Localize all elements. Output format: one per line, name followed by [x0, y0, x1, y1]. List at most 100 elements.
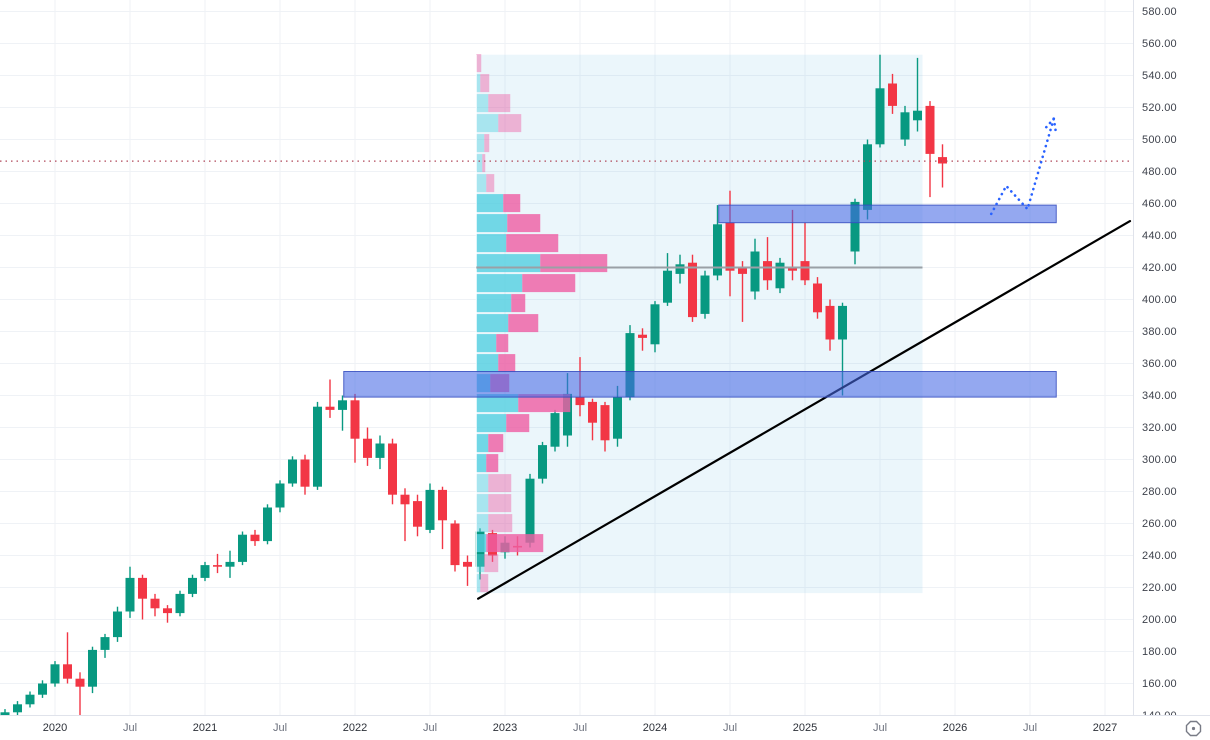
profile-buy-volume-bar — [476, 254, 541, 273]
profile-buy-volume-bar — [476, 134, 485, 153]
price-axis-label: 180.00 — [1142, 645, 1177, 658]
profile-buy-volume-bar — [476, 74, 481, 93]
profile-sell-volume-bar — [507, 214, 541, 233]
candle-body — [600, 405, 610, 441]
candle-body — [938, 157, 947, 164]
candle-body — [250, 534, 260, 542]
candle-body — [38, 683, 47, 695]
candle-body — [425, 489, 435, 530]
arrow-head-barb — [1052, 117, 1058, 134]
candle-body — [700, 275, 710, 314]
price-axis-label: 280.00 — [1142, 485, 1177, 498]
candle-body — [300, 459, 310, 487]
candle-body — [163, 608, 172, 614]
candle-body — [563, 393, 572, 436]
candle-body — [638, 334, 647, 338]
candle-body — [463, 561, 472, 567]
profile-buy-volume-bar — [476, 214, 508, 233]
profile-buy-volume-bar — [476, 314, 509, 333]
time-axis-label-year: 2021 — [192, 722, 218, 734]
candle-body — [100, 637, 110, 650]
candle-body — [913, 110, 922, 121]
candle-body — [663, 270, 672, 303]
candle-body — [650, 304, 660, 345]
candle-body — [75, 678, 85, 687]
profile-sell-volume-bar — [480, 74, 490, 93]
profile-buy-volume-bar — [476, 354, 499, 373]
time-axis-label-year: 2026 — [942, 722, 968, 734]
time-axis-label-month: Jul — [272, 722, 288, 734]
time-axis-label-year: 2020 — [42, 722, 68, 734]
profile-sell-volume-bar — [486, 174, 495, 193]
demand-zone-rect[interactable] — [343, 371, 1057, 398]
profile-buy-volume-bar — [476, 114, 499, 133]
time-axis-label-year: 2025 — [792, 722, 818, 734]
candle-body — [550, 413, 560, 447]
profile-sell-volume-bar — [503, 194, 521, 213]
candle-body — [50, 664, 60, 684]
candlestick-series[interactable] — [0, 54, 948, 715]
candle-body — [588, 401, 597, 423]
candle-body — [0, 712, 10, 715]
profile-sell-volume-bar — [484, 134, 490, 153]
candle-body — [825, 305, 835, 340]
candle-body — [88, 649, 97, 687]
profile-sell-volume-bar — [518, 394, 571, 413]
candle-body — [213, 565, 222, 567]
candle-body — [575, 397, 585, 406]
candle-body — [138, 577, 147, 599]
candle-body — [413, 501, 422, 527]
candlestick-chart-canvas[interactable] — [0, 0, 1133, 715]
price-axis-label: 440.00 — [1142, 229, 1177, 242]
time-axis-label-month: Jul — [572, 722, 588, 734]
candle-body — [813, 283, 822, 313]
price-axis-label: 540.00 — [1142, 69, 1177, 82]
candle-body — [350, 400, 360, 439]
supply-zone-rect[interactable] — [718, 204, 1057, 224]
price-axis-label: 420.00 — [1142, 261, 1177, 274]
candle-body — [925, 105, 935, 154]
profile-buy-volume-bar — [476, 154, 483, 173]
candle-body — [325, 406, 335, 410]
price-axis-label: 380.00 — [1142, 325, 1177, 338]
candle-body — [113, 611, 122, 638]
profile-sell-volume-bar — [488, 514, 513, 533]
profile-sell-volume-bar — [522, 274, 576, 293]
price-axis-label: 520.00 — [1142, 101, 1177, 114]
candle-body — [863, 144, 872, 210]
candle-body — [763, 261, 772, 281]
profile-buy-volume-bar — [476, 414, 507, 433]
candle-body — [400, 494, 410, 505]
candle-body — [225, 561, 235, 567]
projection-arrow-drawing[interactable] — [989, 117, 1058, 216]
trendline-drawing[interactable] — [477, 220, 1132, 600]
candle-body — [125, 577, 135, 612]
candle-body — [338, 400, 347, 410]
profile-buy-volume-bar — [476, 334, 497, 353]
candle-body — [238, 534, 247, 562]
candle-body — [788, 267, 797, 271]
profile-sell-volume-bar — [511, 294, 526, 313]
candle-body — [525, 478, 535, 543]
price-axis[interactable]: 580.00 560.00 540.00 520.00 500.00 480.00 460.… — [1133, 0, 1210, 722]
candle-body — [25, 694, 35, 705]
candle-body — [150, 598, 160, 609]
candle-body — [613, 397, 622, 439]
profile-sell-volume-bar — [506, 234, 559, 253]
candle-body — [725, 222, 735, 271]
profile-sell-volume-bar — [486, 534, 544, 553]
arrow-head-barb — [1043, 117, 1056, 131]
price-axis-label: 500.00 — [1142, 133, 1177, 146]
profile-buy-volume-bar — [476, 94, 489, 113]
profile-sell-volume-bar — [496, 334, 509, 353]
candle-body — [13, 704, 22, 713]
price-axis-label: 160.00 — [1142, 677, 1177, 690]
price-axis-label: 320.00 — [1142, 421, 1177, 434]
time-axis[interactable]: 2020 Jul 2021 Jul 2022 Jul 2023 Jul 2024 Jul 2025 J… — [0, 715, 1210, 740]
chart-pane[interactable] — [0, 0, 1133, 715]
candle-body — [675, 264, 685, 274]
profile-buy-volume-bar — [476, 574, 481, 593]
chart-logo-octagon-icon[interactable] — [1185, 720, 1202, 740]
candle-body — [688, 262, 697, 318]
